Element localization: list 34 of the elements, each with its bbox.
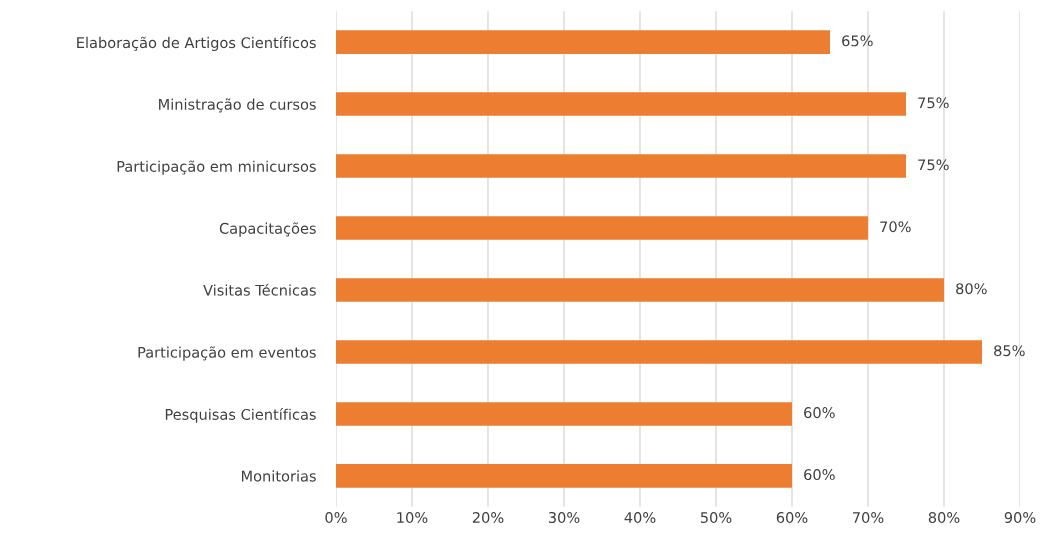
y-tick-label: Participação em eventos [138,346,316,361]
x-tick-label: 50% [700,511,732,524]
x-tick-label: 40% [624,511,656,524]
bar [336,216,868,240]
bar [336,278,944,302]
y-tick-label: Pesquisas Científicas [165,408,316,423]
x-tick-label: 30% [548,511,580,524]
bar [336,30,830,54]
x-tick-label: 60% [776,511,808,524]
y-tick-label: Visitas Técnicas [203,283,316,296]
x-tick-label: 0% [325,511,347,524]
x-tick-label: 80% [928,511,960,524]
data-label: 70% [880,221,911,233]
x-tick-label: 10% [397,511,428,524]
data-label: 75% [918,159,949,171]
data-label: 85% [994,345,1025,357]
data-label: 75% [918,97,949,109]
x-tick-label: 70% [852,511,884,524]
bar [336,464,792,488]
y-tick-label: Ministração de cursos [159,98,316,113]
x-tick-label: 90% [1004,511,1036,524]
x-tick-label: 20% [472,511,504,524]
bar [336,92,906,116]
bar [336,154,906,178]
bar [336,340,982,364]
y-tick-label: Elaboração de Artigos Científicos [77,36,316,51]
bar [336,402,792,426]
data-label: 60% [804,469,835,481]
data-label: 80% [956,283,987,295]
data-label: 65% [842,35,873,47]
y-tick-label: Monitorias [241,470,316,482]
y-tick-label: Participação em minicursos [117,160,316,175]
data-label: 60% [804,407,835,419]
y-tick-label: Capacitações [219,222,316,237]
